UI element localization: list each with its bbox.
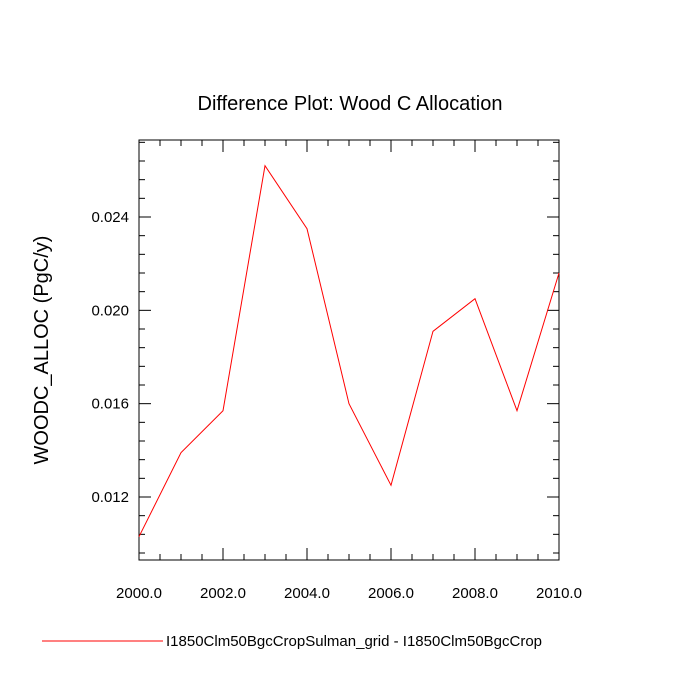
- y-tick-label: 0.024: [91, 209, 129, 226]
- legend: I1850Clm50BgcCropSulman_grid - I1850Clm5…: [42, 633, 542, 650]
- chart-title: Difference Plot: Wood C Allocation: [198, 93, 503, 115]
- x-tick-label: 2006.0: [368, 585, 414, 602]
- x-tick-label: 2000.0: [116, 585, 162, 602]
- plot-frame: [138, 139, 560, 561]
- y-tick-label: 0.012: [91, 489, 129, 506]
- x-tick-label: 2004.0: [284, 585, 330, 602]
- x-tick-label: 2002.0: [200, 585, 246, 602]
- x-tick-label: 2010.0: [536, 585, 582, 602]
- series-layer: [138, 164, 560, 537]
- y-axis-tick-labels: 0.012 0.016 0.020 0.024: [91, 209, 129, 506]
- y-axis-label: WOODC_ALLOC (PgC/y): [31, 236, 53, 465]
- x-tick-label: 2008.0: [452, 585, 498, 602]
- legend-entry-label: I1850Clm50BgcCropSulman_grid - I1850Clm5…: [166, 633, 542, 650]
- series-line: [138, 164, 560, 537]
- y-tick-label: 0.020: [91, 302, 129, 319]
- axis-ticks: [138, 140, 560, 560]
- y-tick-label: 0.016: [91, 396, 129, 413]
- x-axis-tick-labels: 2000.0 2002.0 2004.0 2006.0 2008.0 2010.0: [116, 585, 582, 602]
